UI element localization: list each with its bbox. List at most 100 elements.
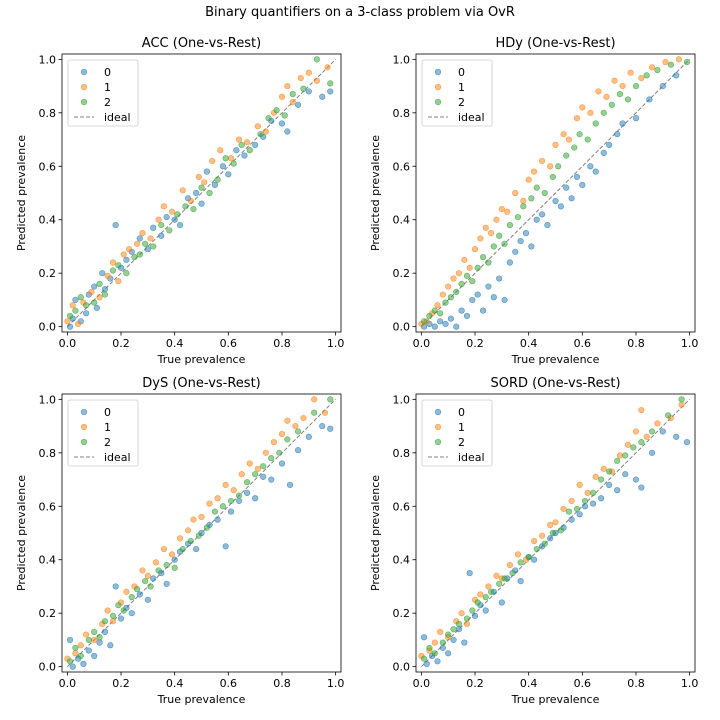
data-point bbox=[158, 232, 165, 239]
data-point bbox=[77, 294, 84, 301]
data-point bbox=[109, 267, 117, 274]
legend-marker bbox=[434, 68, 442, 76]
data-point bbox=[171, 216, 178, 223]
data-point bbox=[150, 243, 157, 250]
data-point bbox=[319, 93, 326, 100]
data-point bbox=[533, 545, 540, 553]
y-tick-label: 0.0 bbox=[393, 321, 411, 334]
data-point bbox=[474, 599, 481, 606]
data-point bbox=[455, 270, 463, 277]
data-point bbox=[246, 147, 253, 154]
data-point bbox=[608, 101, 615, 108]
data-point bbox=[174, 211, 181, 218]
x-tick-label: 0.4 bbox=[166, 677, 184, 690]
data-point bbox=[83, 310, 90, 317]
data-point bbox=[217, 147, 224, 154]
data-point bbox=[131, 254, 138, 261]
data-point bbox=[64, 318, 71, 325]
data-point bbox=[614, 131, 621, 138]
data-point bbox=[209, 157, 216, 165]
data-point bbox=[619, 120, 626, 127]
data-point bbox=[549, 173, 556, 181]
data-point bbox=[576, 511, 583, 518]
data-point bbox=[648, 449, 656, 456]
data-point bbox=[321, 409, 329, 416]
data-point bbox=[195, 532, 202, 539]
data-point bbox=[123, 270, 130, 277]
data-point bbox=[450, 275, 457, 282]
legend-label: 2 bbox=[104, 436, 111, 449]
data-point bbox=[260, 473, 267, 480]
data-point bbox=[176, 221, 184, 229]
x-tick-label: 1.0 bbox=[327, 337, 345, 350]
x-tick-label: 1.0 bbox=[327, 677, 345, 690]
data-point bbox=[101, 291, 109, 298]
y-tick-label: 0.6 bbox=[39, 160, 57, 173]
data-point bbox=[630, 444, 637, 451]
data-point bbox=[313, 77, 320, 84]
data-point bbox=[632, 82, 640, 90]
y-tick-label: 0.0 bbox=[39, 321, 57, 334]
legend-label: 0 bbox=[104, 406, 111, 419]
y-axis-label: Predicted prevalence bbox=[15, 135, 28, 251]
data-point bbox=[83, 302, 90, 309]
series-1 bbox=[64, 64, 331, 328]
data-point bbox=[571, 144, 578, 151]
x-tick-label: 0.2 bbox=[466, 677, 484, 690]
data-point bbox=[437, 318, 444, 325]
x-tick-label: 0.2 bbox=[112, 677, 130, 690]
data-point bbox=[662, 58, 669, 66]
data-point bbox=[455, 620, 463, 627]
data-point bbox=[284, 82, 291, 90]
subplot-title: HDy (One-vs-Rest) bbox=[495, 36, 615, 51]
data-point bbox=[246, 460, 253, 467]
data-point bbox=[91, 652, 98, 660]
data-point bbox=[227, 497, 235, 505]
data-point bbox=[112, 583, 119, 590]
data-point bbox=[463, 312, 471, 320]
data-point bbox=[659, 82, 666, 90]
data-point bbox=[453, 288, 460, 296]
data-point bbox=[171, 564, 178, 571]
x-tick-label: 0.0 bbox=[59, 677, 77, 690]
axes-frame bbox=[415, 393, 696, 673]
data-point bbox=[624, 441, 632, 448]
data-point bbox=[222, 155, 229, 162]
data-point bbox=[142, 240, 149, 247]
data-point bbox=[600, 465, 607, 472]
data-point bbox=[632, 115, 640, 122]
series-1 bbox=[418, 56, 683, 328]
data-point bbox=[458, 280, 465, 287]
legend-box bbox=[67, 399, 139, 467]
legend: 0 1 2 ideal bbox=[67, 59, 139, 127]
series-0 bbox=[66, 88, 334, 330]
data-point bbox=[262, 128, 269, 135]
data-point bbox=[683, 439, 691, 446]
data-point bbox=[72, 296, 79, 304]
data-point bbox=[123, 588, 130, 595]
data-point bbox=[528, 243, 535, 250]
data-point bbox=[319, 422, 326, 430]
data-point bbox=[203, 168, 210, 175]
legend: 0 1 2 ideal bbox=[421, 399, 493, 467]
data-point bbox=[552, 197, 559, 205]
data-point bbox=[675, 56, 683, 63]
data-point bbox=[225, 171, 232, 178]
data-point bbox=[238, 141, 245, 148]
data-point bbox=[469, 607, 476, 614]
data-point bbox=[187, 197, 194, 205]
data-point bbox=[284, 128, 291, 135]
data-point bbox=[120, 251, 127, 258]
data-point bbox=[120, 607, 127, 614]
data-point bbox=[434, 658, 441, 665]
data-point bbox=[327, 425, 334, 432]
data-point bbox=[96, 280, 103, 287]
data-point bbox=[437, 628, 444, 636]
data-point bbox=[144, 596, 151, 603]
data-point bbox=[115, 602, 122, 609]
data-point bbox=[458, 307, 465, 314]
data-point bbox=[241, 152, 248, 159]
data-point bbox=[420, 655, 428, 662]
legend-box bbox=[67, 59, 139, 127]
legend-box bbox=[421, 59, 493, 127]
